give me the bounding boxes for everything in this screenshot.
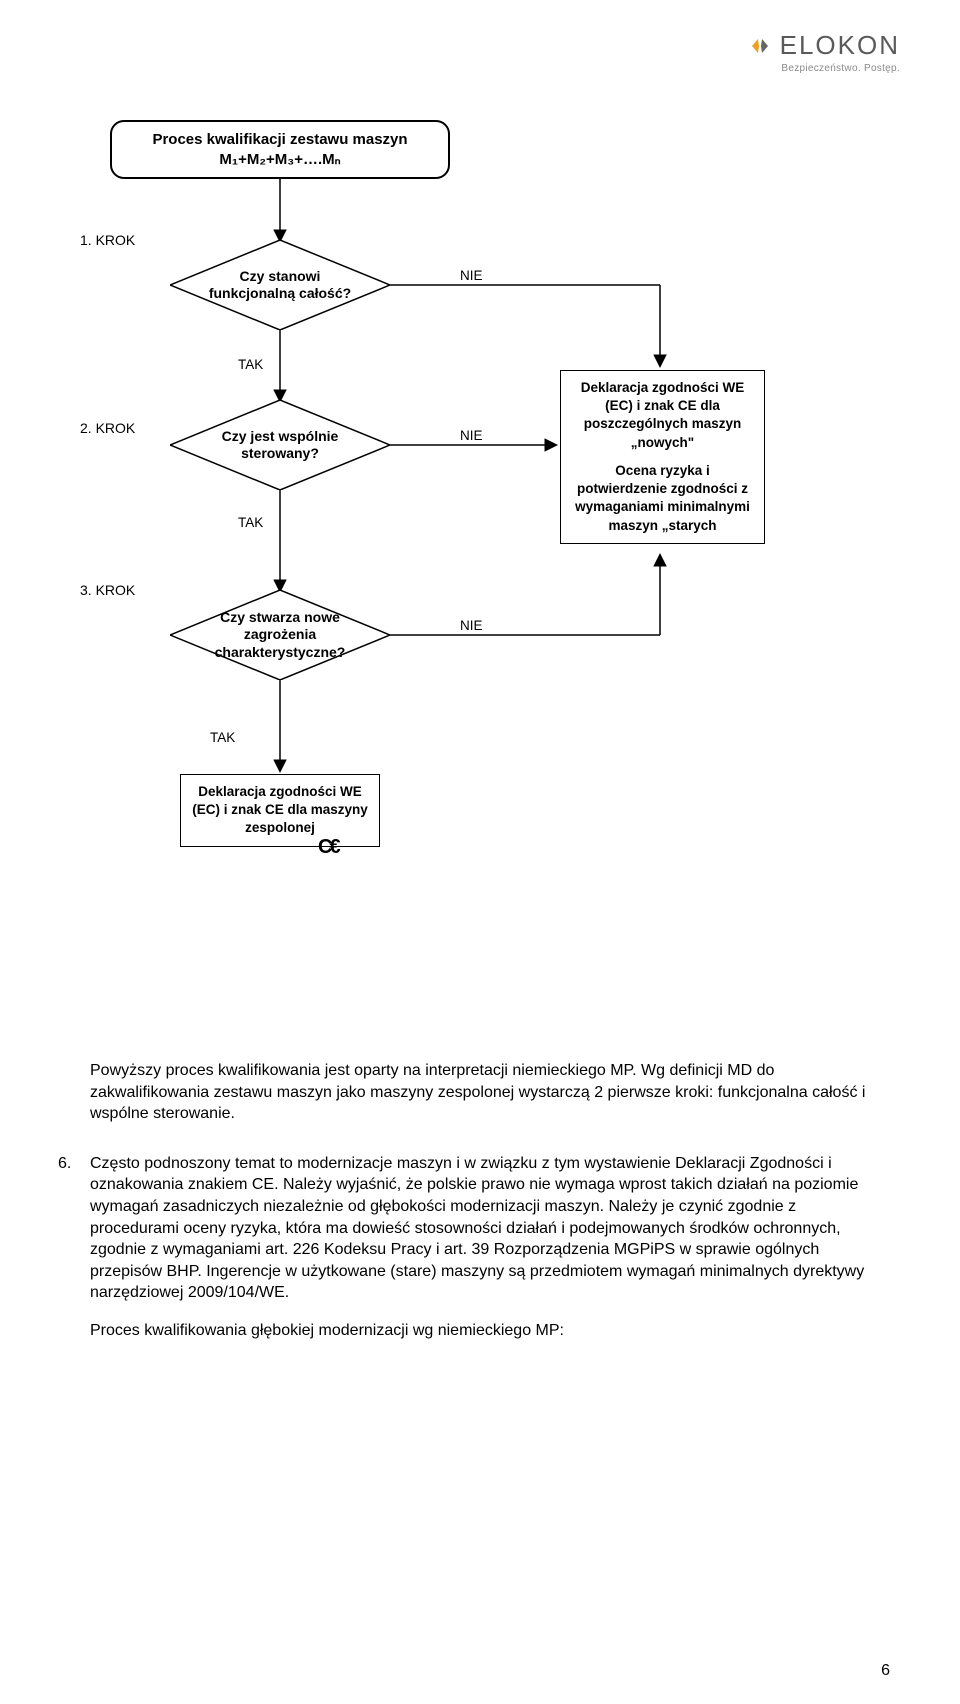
result-right: Deklaracja zgodności WE (EC) i znak CE d… [560, 370, 765, 544]
brand-icon [746, 32, 774, 60]
step3-label: 3. KROK [80, 582, 135, 598]
decision-1-text: Czy stanowi funkcjonalną całość? [170, 240, 390, 330]
edge-d3-no: NIE [460, 618, 483, 633]
start-node: Proces kwalifikacji zestawu maszyn M₁+M₂… [110, 120, 450, 179]
edge-d2-no: NIE [460, 428, 483, 443]
page: ELOKON Bezpieczeństwo. Postęp. [0, 0, 960, 1704]
step1-label: 1. KROK [80, 232, 135, 248]
paragraph-1: Powyższy proces kwalifikowania jest opar… [90, 1060, 870, 1125]
paragraph-2: 6. Często podnoszony temat to modernizac… [58, 1153, 870, 1304]
brand-name: ELOKON [780, 30, 900, 61]
page-number: 6 [881, 1662, 890, 1680]
body-text: Powyższy proces kwalifikowania jest opar… [90, 1060, 870, 1358]
edge-d2-yes: TAK [238, 515, 263, 530]
list-number: 6. [58, 1153, 76, 1304]
start-line1: Proces kwalifikacji zestawu maszyn [126, 130, 434, 150]
edge-d1-yes: TAK [238, 357, 263, 372]
paragraph-3: Proces kwalifikowania głębokiej moderniz… [90, 1320, 870, 1342]
decision-2-text: Czy jest wspólnie sterowany? [170, 400, 390, 490]
edge-d1-no: NIE [460, 268, 483, 283]
edge-d3-yes: TAK [210, 730, 235, 745]
ce-mark-icon: C€ [318, 836, 338, 859]
decision-1: Czy stanowi funkcjonalną całość? [170, 240, 390, 330]
decision-3: Czy stwarza nowe zagrożenia charakteryst… [170, 590, 390, 680]
paragraph-2-text: Często podnoszony temat to modernizacje … [90, 1153, 870, 1304]
decision-2: Czy jest wspólnie sterowany? [170, 400, 390, 490]
brand-logo: ELOKON Bezpieczeństwo. Postęp. [746, 30, 900, 74]
result-final-text: Deklaracja zgodności WE (EC) i znak CE d… [192, 784, 368, 835]
qualification-flowchart: Proces kwalifikacji zestawu maszyn M₁+M₂… [80, 120, 880, 1040]
start-line2: M₁+M₂+M₃+….Mₙ [126, 150, 434, 170]
result-right-bottom: Ocena ryzyka i potwierdzenie zgodności z… [571, 462, 754, 535]
result-right-top: Deklaracja zgodności WE (EC) i znak CE d… [571, 379, 754, 452]
result-final: Deklaracja zgodności WE (EC) i znak CE d… [180, 774, 380, 847]
step2-label: 2. KROK [80, 420, 135, 436]
brand-tagline: Bezpieczeństwo. Postęp. [746, 63, 900, 74]
decision-3-text: Czy stwarza nowe zagrożenia charakteryst… [170, 590, 390, 680]
